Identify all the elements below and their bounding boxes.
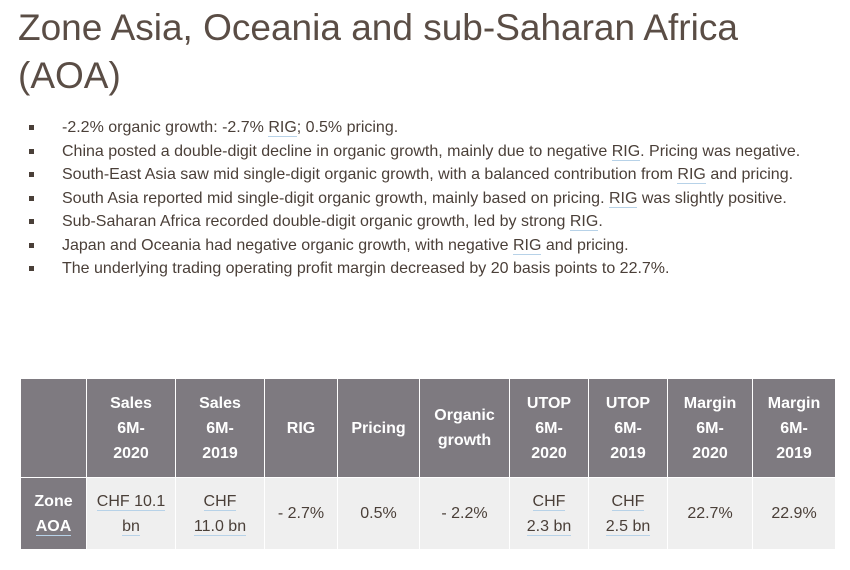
bullet-item: Japan and Oceania had negative organic g… — [26, 234, 838, 258]
bullet-item: South-East Asia saw mid single-digit org… — [26, 163, 838, 187]
bullet-list: -2.2% organic growth: -2.7% RIG; 0.5% pr… — [26, 116, 838, 281]
cell-sales-2020: CHF 10.1 bn — [86, 477, 176, 550]
bullet-marker — [29, 125, 34, 130]
cell-pricing: 0.5% — [337, 477, 420, 550]
cell-utop-2020: CHF 2.3 bn — [509, 477, 589, 550]
bullet-text: The underlying trading operating profit … — [62, 260, 670, 277]
bullet-text: . Pricing was negative. — [640, 142, 801, 160]
header-cell-margin-2020: Margin 6M- 2020 — [667, 378, 753, 478]
table-header-row: Sales 6M- 2020 Sales 6M- 2019 RIG Pricing Or… — [20, 378, 836, 478]
bullet-item: China posted a double-digit decline in o… — [26, 140, 838, 164]
bullet-text: was slightly positive. — [637, 189, 787, 207]
bullet-marker — [29, 172, 34, 177]
cell-margin-2020: 22.7% — [667, 477, 753, 550]
cell-sales-2019: CHF 11.0 bn — [175, 477, 265, 550]
header-cell-utop-2020: UTOP 6M- 2020 — [509, 378, 589, 478]
bullet-text: -2.2% organic growth: -2.7% — [62, 119, 269, 136]
bullet-text: and pricing. — [705, 166, 794, 183]
bullet-text: . — [598, 213, 603, 230]
rig-term: RIG — [677, 166, 706, 184]
header-cell-organic-growth: Organic growth — [419, 378, 510, 478]
cell-utop-2019: CHF 2.5 bn — [588, 477, 668, 550]
bullet-text: Sub-Saharan Africa recorded double-digit… — [62, 213, 570, 230]
cell-organic-growth: - 2.2% — [419, 477, 510, 550]
rig-term: RIG — [608, 189, 638, 208]
header-cell-sales-2020: Sales 6M- 2020 — [86, 378, 176, 478]
results-table: Sales 6M- 2020 Sales 6M- 2019 RIG Pricing Or… — [20, 378, 836, 550]
bullet-marker — [29, 219, 34, 224]
header-cell-utop-2019: UTOP 6M- 2019 — [588, 378, 668, 478]
bullet-item: South Asia reported mid single-digit org… — [26, 187, 838, 211]
header-cell-rig: RIG — [264, 378, 338, 478]
header-cell-sales-2019: Sales 6M- 2019 — [175, 378, 265, 478]
bullet-item: -2.2% organic growth: -2.7% RIG; 0.5% pr… — [26, 116, 838, 140]
bullet-marker — [29, 266, 34, 271]
bullet-text: South Asia reported mid single-digit org… — [62, 189, 609, 207]
rig-term: RIG — [268, 119, 297, 137]
cell-rig: - 2.7% — [264, 477, 338, 550]
bullet-marker — [29, 148, 34, 154]
bullet-text: China posted a double-digit decline in o… — [62, 142, 612, 160]
rig-term: RIG — [611, 142, 641, 161]
bullet-marker — [29, 242, 34, 248]
bullet-item: Sub-Saharan Africa recorded double-digit… — [26, 210, 838, 234]
page-title: Zone Asia, Oceania and sub-Saharan Afric… — [18, 7, 738, 96]
bullet-text: South-East Asia saw mid single-digit org… — [62, 166, 678, 183]
cell-margin-2019: 22.9% — [752, 477, 836, 550]
bullet-text: Japan and Oceania had negative organic g… — [62, 236, 513, 254]
table-row: Zone AOA CHF 10.1 bn CHF 11.0 bn - 2.7% 0.5… — [20, 477, 836, 550]
header-cell-margin-2019: Margin 6M- 2019 — [752, 378, 836, 478]
bullet-item: The underlying trading operating profit … — [26, 257, 838, 281]
header-cell-blank — [20, 378, 87, 478]
rig-term: RIG — [512, 236, 542, 255]
rig-term: RIG — [569, 213, 599, 231]
row-label-zone-aoa: Zone AOA — [20, 477, 87, 550]
header-cell-pricing: Pricing — [337, 378, 420, 478]
bullet-marker — [29, 195, 34, 201]
bullet-text: ; 0.5% pricing. — [296, 119, 399, 136]
bullet-text: and pricing. — [541, 236, 629, 254]
